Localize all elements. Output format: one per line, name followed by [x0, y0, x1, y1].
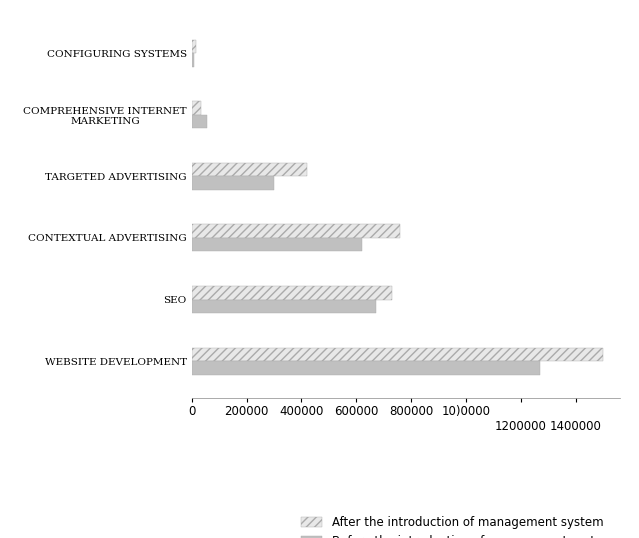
- Bar: [192, 115, 207, 128]
- Bar: [192, 40, 196, 53]
- Bar: [192, 224, 400, 238]
- Legend: After the introduction of management system, Before the introduction of manageme: After the introduction of management sys…: [296, 511, 618, 538]
- Bar: [192, 361, 540, 374]
- Bar: [192, 53, 194, 67]
- Bar: [192, 101, 201, 115]
- Bar: [192, 348, 603, 361]
- Bar: [192, 286, 392, 300]
- Bar: [192, 238, 362, 251]
- Bar: [192, 300, 376, 313]
- Bar: [192, 163, 307, 176]
- Bar: [192, 176, 274, 190]
